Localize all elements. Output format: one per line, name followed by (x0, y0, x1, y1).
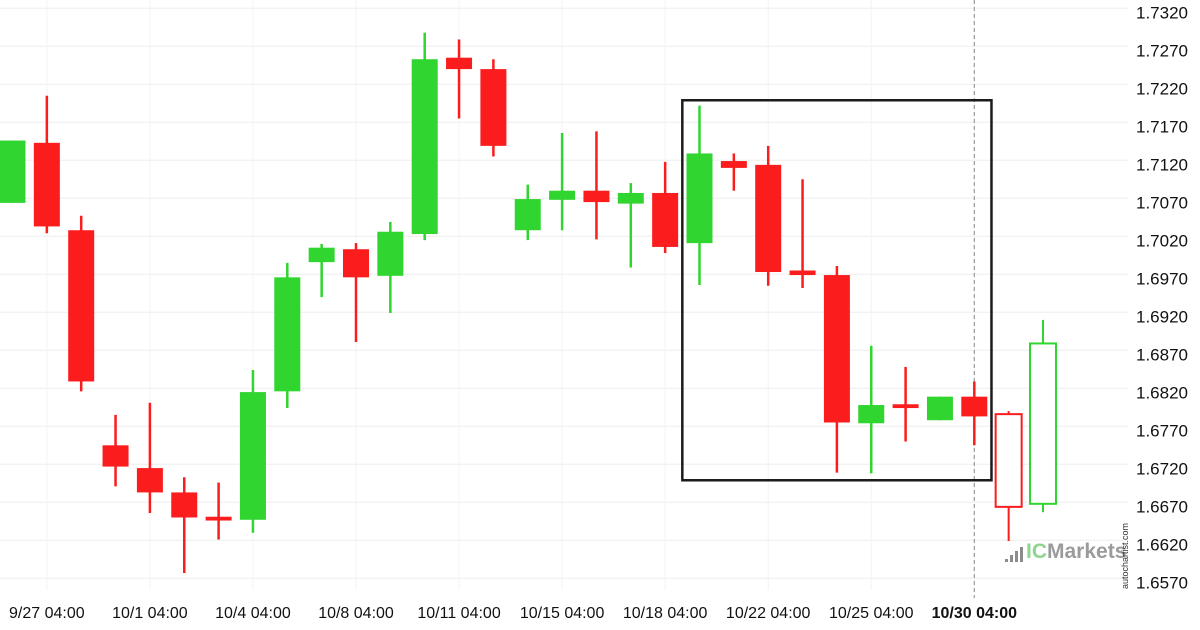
candle-body (926, 396, 953, 421)
candle-body (0, 140, 26, 203)
x-axis-label: 10/1 04:00 (112, 605, 188, 622)
candle-body (514, 199, 541, 231)
y-axis-label: 1.7170 (1136, 117, 1188, 136)
candle-body (858, 405, 885, 424)
candle-body (411, 59, 438, 235)
candle-body-hollow (1029, 342, 1057, 505)
y-axis-label: 1.7220 (1136, 79, 1188, 98)
y-axis-label: 1.7270 (1136, 41, 1188, 60)
candle-body (274, 277, 301, 392)
y-axis-label: 1.6570 (1136, 573, 1188, 592)
watermark-ic-text: IC (1026, 540, 1047, 563)
candle-body (68, 230, 95, 382)
y-axis-label: 1.7070 (1136, 193, 1188, 212)
x-axis-label: 10/30 04:00 (932, 605, 1018, 622)
x-axis-label: 10/25 04:00 (829, 605, 914, 622)
y-axis-label: 1.6770 (1136, 421, 1188, 440)
y-axis-label: 1.6620 (1136, 535, 1188, 554)
candle-body (617, 192, 644, 204)
y-axis-label: 1.6870 (1136, 345, 1188, 364)
candle-body (720, 161, 747, 168)
candle-body (136, 468, 163, 493)
y-axis-label: 1.7320 (1136, 3, 1188, 22)
candle-body (102, 445, 129, 467)
candle-body (480, 69, 507, 146)
candle-body (652, 192, 679, 247)
candle-body-hollow (994, 413, 1023, 508)
y-axis-label: 1.6670 (1136, 497, 1188, 516)
candle-body (823, 275, 850, 423)
candle-body (755, 164, 782, 273)
candle-body (239, 392, 266, 520)
x-axis-label: 9/27 04:00 (9, 605, 85, 622)
autochartist-credit: autochartist.com (1120, 522, 1130, 589)
candle-body (686, 153, 713, 244)
candle-body (171, 492, 198, 518)
x-axis-label: 10/15 04:00 (520, 605, 605, 622)
y-axis-label: 1.6720 (1136, 459, 1188, 478)
icmarkets-watermark: IC Markets (1005, 541, 1126, 562)
candle-body (33, 142, 60, 227)
y-axis-label: 1.7020 (1136, 231, 1188, 250)
y-axis-label: 1.7120 (1136, 155, 1188, 174)
candle-body (308, 247, 335, 263)
y-axis-label: 1.6820 (1136, 383, 1188, 402)
candle-body (377, 231, 404, 276)
candle-body (892, 404, 919, 409)
pattern-rectangle (681, 99, 993, 482)
watermark-markets-text: Markets (1047, 540, 1127, 563)
candle-body (446, 57, 473, 70)
bar-chart-icon (1005, 547, 1023, 562)
x-axis-label: 10/22 04:00 (726, 605, 811, 622)
candle-body (205, 516, 232, 521)
y-axis-label: 1.6920 (1136, 307, 1188, 326)
x-axis-label: 10/11 04:00 (417, 605, 500, 622)
x-axis-label: 10/8 04:00 (318, 605, 394, 622)
candle-body (549, 190, 576, 200)
y-axis-label: 1.6970 (1136, 269, 1188, 288)
candle-body (343, 249, 369, 278)
x-axis-label: 10/18 04:00 (623, 605, 708, 622)
candle-body (789, 270, 816, 276)
candle-body (961, 396, 988, 417)
x-axis-label: 10/4 04:00 (215, 605, 291, 622)
candle-body (583, 190, 610, 203)
